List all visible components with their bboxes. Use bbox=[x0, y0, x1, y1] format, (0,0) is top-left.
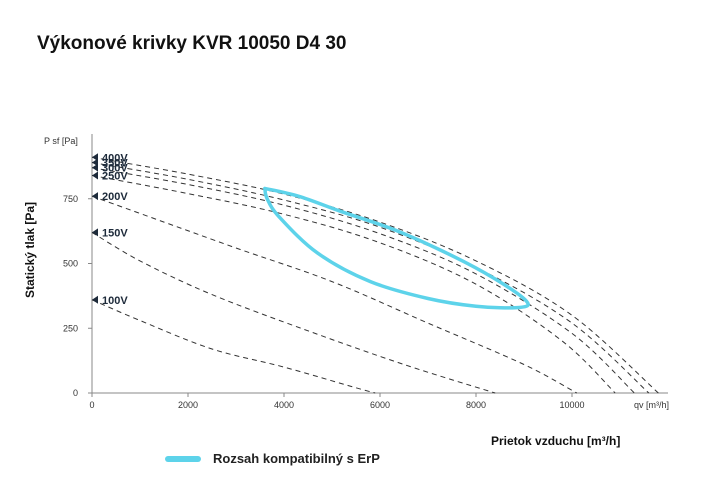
x-tick-label: 6000 bbox=[370, 400, 390, 410]
curve-marker-250v bbox=[92, 171, 98, 180]
curve-label-400v: 400V bbox=[102, 152, 128, 164]
curve-400v bbox=[91, 156, 659, 394]
curve-label-150v: 150V bbox=[102, 227, 128, 239]
curve-marker-100v bbox=[92, 295, 98, 304]
y-unit-label: P sf [Pa] bbox=[44, 136, 78, 146]
curve-350v bbox=[91, 162, 650, 394]
curve-label-300v: 300V bbox=[102, 163, 128, 175]
curve-marker-150v bbox=[92, 228, 98, 237]
curve-label-100v: 100V bbox=[102, 295, 128, 307]
legend-label-erp: Rozsah kompatibilný s ErP bbox=[213, 451, 380, 466]
x-axis-label: Prietok vzduchu [m³/h] bbox=[491, 434, 621, 448]
curve-200v bbox=[91, 195, 578, 394]
erp-region-outline bbox=[263, 186, 530, 310]
x-tick-label: 8000 bbox=[466, 400, 486, 410]
x-tick-label: 2000 bbox=[178, 400, 198, 410]
x-tick-label: 0 bbox=[89, 400, 94, 410]
x-unit-label: qv [m³/h] bbox=[634, 400, 669, 410]
curve-marker-300v bbox=[92, 163, 98, 172]
chart-title: Výkonové krivky KVR 10050 D4 30 bbox=[37, 33, 347, 54]
x-tick-label: 10000 bbox=[559, 400, 584, 410]
curve-label-250v: 250V bbox=[102, 170, 128, 182]
x-tick-label: 4000 bbox=[274, 400, 294, 410]
curve-300v bbox=[91, 167, 635, 394]
curve-150v bbox=[91, 231, 496, 394]
curve-marker-350v bbox=[92, 158, 98, 167]
y-tick-label: 0 bbox=[73, 388, 78, 398]
curve-marker-400v bbox=[92, 153, 98, 162]
y-tick-label: 250 bbox=[63, 323, 78, 333]
legend-swatch-erp bbox=[165, 455, 201, 462]
performance-curves bbox=[91, 156, 659, 394]
y-axis-label: Statický tlak [Pa] bbox=[23, 202, 37, 298]
chart-axes: 0 250 500 750 0 2000 4000 6000 8000 10000 P sf [Pa… bbox=[23, 134, 669, 410]
curve-marker-200v bbox=[92, 192, 98, 201]
y-tick-label: 500 bbox=[63, 259, 78, 269]
erp-region-group bbox=[263, 186, 530, 310]
curve-label-350v: 350V bbox=[102, 157, 128, 169]
y-tick-label: 750 bbox=[63, 194, 78, 204]
curve-250v bbox=[91, 174, 616, 394]
curve-100v bbox=[91, 299, 376, 394]
curve-label-200v: 200V bbox=[102, 191, 128, 203]
legend: Rozsah kompatibilný s ErP bbox=[165, 451, 380, 466]
